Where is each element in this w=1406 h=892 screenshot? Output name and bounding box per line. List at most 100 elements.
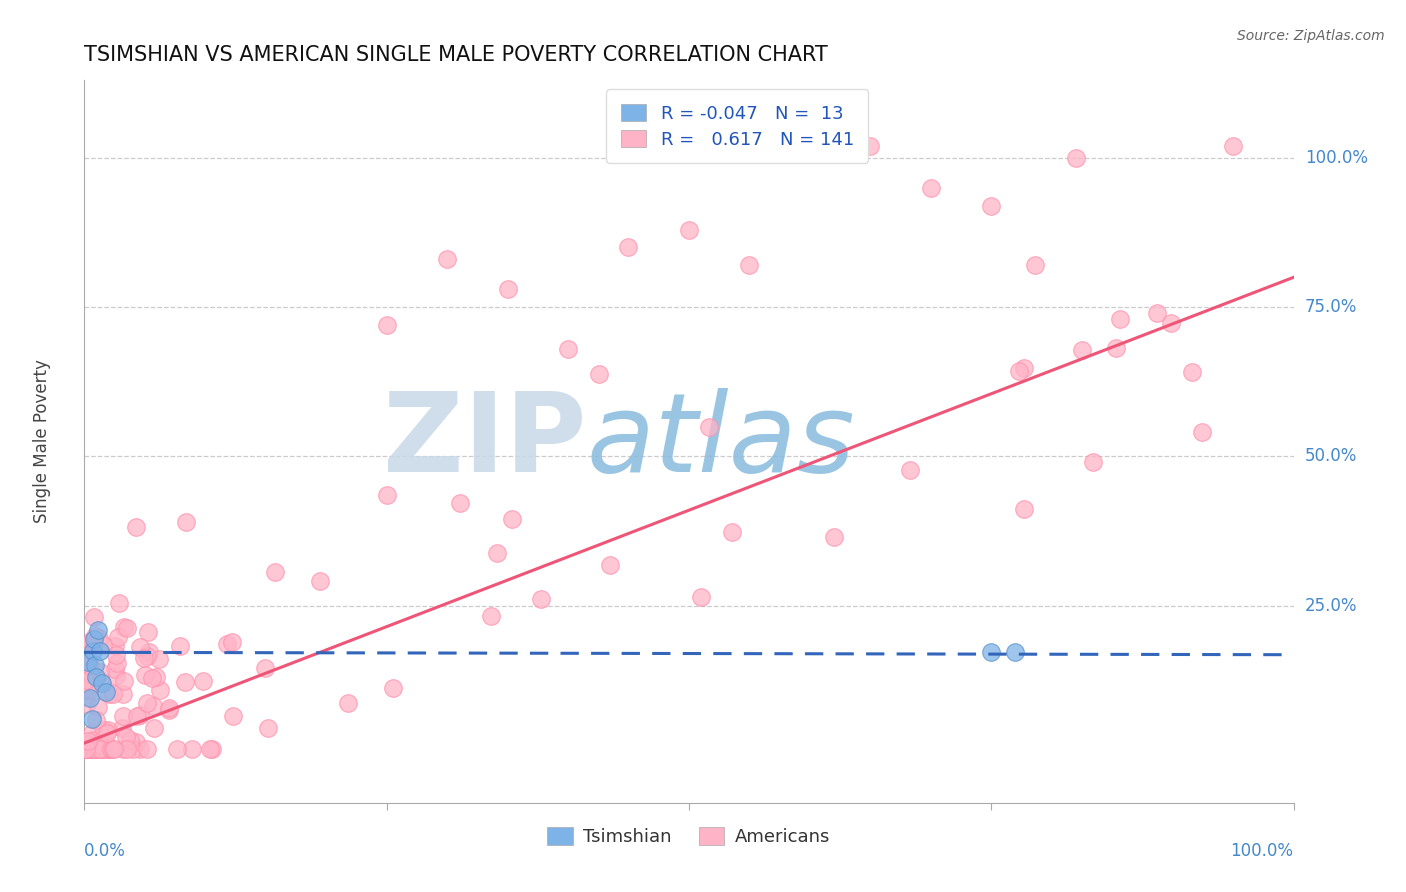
Point: [94, 685, 117, 699]
Text: TSIMSHIAN VS AMERICAN SINGLE MALE POVERTY CORRELATION CHART: TSIMSHIAN VS AMERICAN SINGLE MALE POVERT…: [84, 45, 828, 65]
Point: [143, 721, 166, 735]
Point: [87, 700, 110, 714]
Point: [77, 659, 100, 673]
Point: [87, 742, 110, 756]
Point: [86, 713, 108, 727]
Point: [128, 708, 150, 723]
Point: [149, 682, 172, 697]
Text: ZIP: ZIP: [382, 388, 586, 495]
Point: [1004, 645, 1026, 659]
Point: [485, 546, 508, 560]
Text: Single Male Poverty: Single Male Poverty: [32, 359, 51, 524]
Point: [169, 639, 191, 653]
Point: [100, 742, 122, 756]
Point: [159, 703, 181, 717]
Point: [256, 721, 278, 735]
Point: [79, 664, 101, 678]
Point: [82, 643, 104, 657]
Point: [89, 643, 111, 657]
Point: [104, 662, 127, 676]
Point: [135, 742, 157, 756]
Point: [75, 673, 97, 687]
Point: [120, 733, 142, 747]
Point: [108, 596, 131, 610]
Point: [588, 367, 610, 381]
Point: [83, 632, 105, 646]
Point: [132, 650, 155, 665]
Point: [309, 574, 332, 589]
Point: [253, 661, 276, 675]
Point: [90, 739, 112, 753]
Point: [117, 742, 139, 756]
Point: [221, 709, 243, 723]
Point: [112, 687, 135, 701]
Point: [678, 222, 700, 236]
Point: [125, 520, 148, 534]
Point: [375, 487, 398, 501]
Point: [89, 742, 111, 756]
Point: [77, 657, 100, 672]
Point: [90, 673, 112, 688]
Point: [98, 742, 121, 756]
Text: 0.0%: 0.0%: [84, 842, 127, 860]
Point: [89, 742, 111, 756]
Point: [122, 742, 145, 756]
Point: [136, 648, 159, 663]
Point: [80, 742, 103, 756]
Point: [336, 696, 359, 710]
Point: [129, 742, 152, 756]
Point: [479, 609, 502, 624]
Point: [720, 524, 742, 539]
Point: [823, 530, 845, 544]
Point: [83, 638, 105, 652]
Point: [86, 670, 108, 684]
Legend: Tsimshian, Americans: Tsimshian, Americans: [538, 818, 839, 855]
Point: [76, 742, 98, 756]
Point: [114, 730, 136, 744]
Point: [1160, 317, 1182, 331]
Point: [128, 640, 150, 654]
Point: [89, 742, 111, 756]
Point: [112, 674, 135, 689]
Point: [1109, 311, 1132, 326]
Point: [97, 687, 120, 701]
Point: [375, 318, 398, 332]
Point: [980, 199, 1002, 213]
Point: [191, 674, 214, 689]
Point: [215, 637, 238, 651]
Point: [496, 282, 519, 296]
Point: [89, 665, 111, 679]
Point: [980, 645, 1002, 659]
Point: [75, 742, 97, 756]
Point: [83, 732, 105, 747]
Point: [201, 742, 224, 756]
Point: [136, 624, 159, 639]
Point: [157, 700, 180, 714]
Point: [82, 742, 104, 756]
Point: [93, 730, 115, 744]
Point: [103, 687, 125, 701]
Point: [80, 726, 103, 740]
Point: [80, 633, 103, 648]
Text: 100.0%: 100.0%: [1230, 842, 1294, 860]
Point: [1064, 151, 1087, 165]
Point: [449, 496, 471, 510]
Point: [135, 696, 157, 710]
Point: [112, 620, 135, 634]
Point: [76, 742, 98, 756]
Point: [107, 630, 129, 644]
Point: [80, 712, 103, 726]
Point: [79, 683, 101, 698]
Point: [1146, 306, 1168, 320]
Point: [101, 742, 124, 756]
Point: [97, 742, 120, 756]
Point: [97, 723, 120, 738]
Point: [111, 742, 134, 756]
Text: 75.0%: 75.0%: [1305, 298, 1357, 316]
Point: [501, 512, 523, 526]
Point: [93, 723, 115, 738]
Point: [174, 675, 197, 690]
Point: [689, 590, 711, 604]
Point: [103, 742, 125, 756]
Point: [91, 676, 114, 690]
